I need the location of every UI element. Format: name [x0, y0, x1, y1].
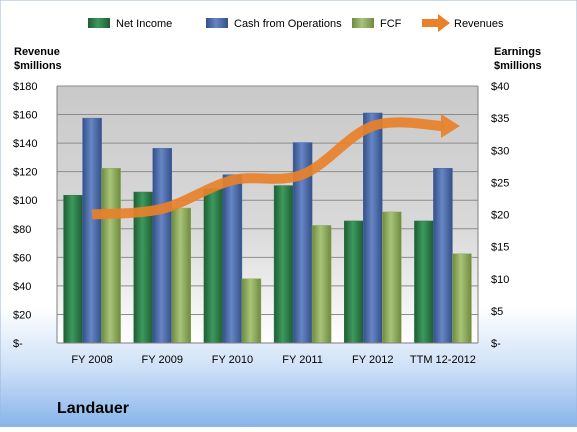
bar-cash-from-operations	[433, 167, 453, 344]
left-axis-title-line2: $millions	[14, 60, 62, 72]
bar-net-income	[273, 185, 294, 344]
left-axis-title-line1: Revenue	[14, 46, 60, 58]
legend-swatch-cash-from-operations	[206, 18, 228, 28]
axes: $- $20 $40 $60 $80 $100 $120 $140 $160 $180 $- $5 $1…	[13, 81, 509, 366]
right-axis-title-line2: $millions	[494, 60, 542, 72]
legend-swatch-fcf	[352, 18, 374, 28]
left-axis-tick-label: $140	[13, 138, 37, 150]
revenue-line-layer	[91, 113, 460, 220]
x-axis-tick-label: FY 2009	[142, 354, 183, 366]
right-axis-tick-label: $30	[491, 145, 509, 157]
left-axis-tick-label: $-	[13, 338, 23, 350]
left-axis-tick-label: $60	[13, 252, 31, 264]
bar-fcf	[382, 211, 402, 344]
right-axis-tick-label: $40	[491, 81, 509, 93]
x-axis-tick-label: FY 2012	[352, 354, 393, 366]
right-axis-title-line1: Earnings	[494, 46, 541, 58]
bar-net-income	[63, 194, 83, 344]
left-axis-tick-label: $120	[13, 167, 37, 179]
right-axis-tick-label: $10	[491, 274, 509, 286]
left-axis-tick-label: $20	[13, 309, 31, 321]
x-axis-tick-label: FY 2010	[212, 354, 253, 366]
right-axis-tick-label: $15	[491, 242, 509, 254]
right-axis-tick-label: $-	[491, 338, 501, 350]
gridlines	[57, 85, 478, 344]
left-axis-tick-label: $40	[13, 281, 31, 293]
chart-title: Landauer	[57, 400, 129, 417]
left-axis-tick-label: $180	[13, 81, 37, 93]
bar-net-income	[414, 220, 434, 344]
x-axis-tick-label: FY 2008	[71, 354, 112, 366]
x-axis-tick-label: TTM 12-2012	[410, 354, 476, 366]
legend-swatch-net-income	[88, 18, 110, 28]
bar-cash-from-operations	[363, 112, 383, 344]
bars	[63, 112, 472, 344]
legend: Net Income Cash from Operations FCF Revenue…	[88, 14, 504, 32]
bar-cash-from-operations	[82, 117, 102, 344]
bar-cash-from-operations	[222, 174, 243, 344]
right-axis-tick-label: $5	[491, 306, 503, 318]
left-axis-tick-label: $100	[13, 195, 37, 207]
bar-fcf	[452, 253, 472, 344]
revenues-arrowhead	[440, 113, 460, 138]
bar-fcf	[311, 225, 332, 344]
bar-cash-from-operations	[152, 148, 172, 344]
legend-label-cash-from-operations: Cash from Operations	[234, 18, 342, 30]
bar-fcf	[101, 167, 121, 344]
bar-fcf	[171, 207, 191, 344]
revenues-line	[91, 117, 444, 220]
legend-label-revenues: Revenues	[454, 18, 504, 30]
right-axis-tick-label: $25	[491, 177, 509, 189]
bar-net-income	[203, 188, 224, 344]
legend-label-net-income: Net Income	[116, 18, 172, 30]
legend-swatch-revenues	[422, 14, 450, 32]
bar-fcf	[241, 278, 262, 344]
right-axis-tick-label: $35	[491, 113, 509, 125]
x-axis-tick-label: FY 2011	[282, 354, 323, 366]
right-axis-tick-label: $20	[491, 210, 509, 222]
left-axis-tick-label: $80	[13, 224, 31, 236]
left-axis-tick-label: $160	[13, 110, 37, 122]
legend-label-fcf: FCF	[380, 18, 402, 30]
bar-net-income	[344, 220, 364, 344]
